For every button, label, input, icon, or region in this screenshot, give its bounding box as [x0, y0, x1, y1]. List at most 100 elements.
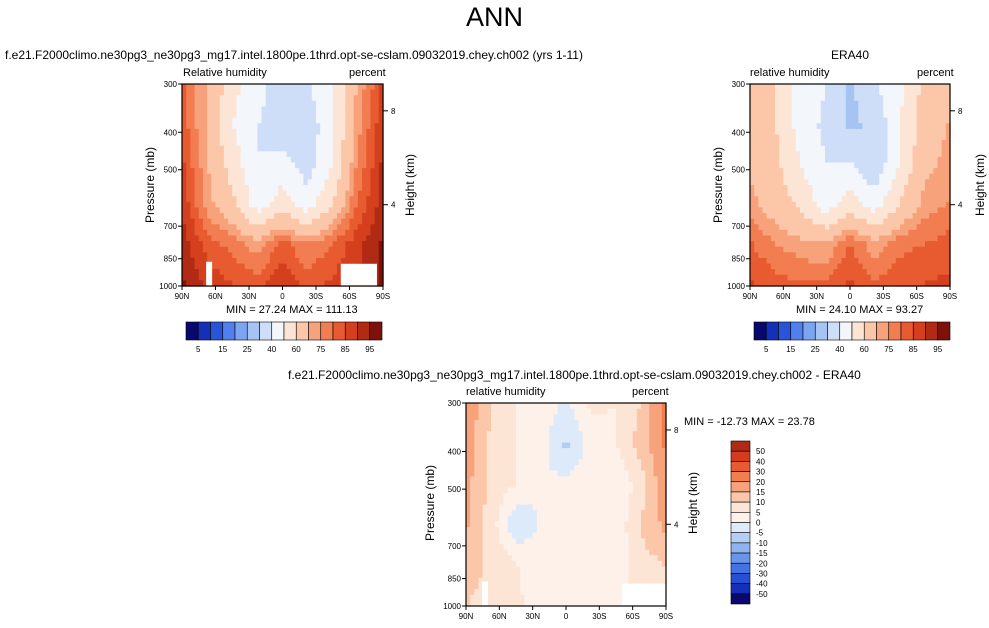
heatmap-cell	[750, 168, 755, 175]
xtick-label: 30N	[242, 292, 257, 301]
heatmap-cell	[766, 117, 772, 124]
heatmap-cell	[499, 459, 505, 466]
heatmap-cell	[941, 252, 947, 259]
heatmap-cell	[812, 263, 818, 270]
heatmap-cell	[295, 123, 300, 130]
heatmap-cell	[470, 431, 475, 438]
heatmap-cell	[202, 84, 208, 91]
heatmap-cell	[549, 487, 555, 494]
heatmap-cell	[775, 179, 780, 186]
heatmap-cell	[190, 196, 196, 203]
heatmap-cell	[478, 487, 484, 494]
heatmap-cell	[887, 100, 893, 108]
heatmap-cell	[528, 419, 534, 427]
heatmap-cell	[362, 229, 367, 237]
heatmap-cell	[632, 436, 638, 444]
heatmap-cell	[328, 84, 334, 91]
heatmap-cell	[474, 470, 480, 477]
heatmap-cell	[478, 555, 484, 562]
heatmap-cell	[524, 436, 530, 444]
heatmap-cell	[282, 151, 288, 158]
heatmap-cell	[900, 123, 905, 130]
heatmap-cell	[804, 218, 809, 225]
heatmap-cell	[925, 162, 930, 169]
heatmap-cell	[336, 185, 342, 192]
heatmap-cell	[779, 190, 784, 197]
heatmap-cell	[779, 179, 784, 186]
heatmap-cell	[211, 145, 217, 152]
heatmap-cell	[182, 173, 187, 180]
heatmap-cell	[236, 151, 242, 158]
heatmap-cell	[770, 100, 776, 108]
heatmap-cell	[520, 470, 525, 477]
heatmap-cell	[349, 162, 355, 169]
heatmap-cell	[870, 229, 876, 237]
heatmap-cell	[261, 173, 267, 180]
heatmap-cell	[482, 572, 488, 579]
heatmap-cell	[482, 436, 488, 444]
heatmap-cell	[249, 100, 254, 108]
heatmap-cell	[929, 235, 934, 242]
heatmap-cell	[779, 201, 784, 209]
heatmap-cell	[616, 408, 621, 415]
heatmap-cell	[582, 414, 588, 421]
heatmap-cell	[616, 532, 621, 539]
heatmap-cell	[762, 173, 768, 180]
heatmap-cell	[603, 481, 609, 489]
heatmap-cell	[754, 112, 759, 119]
heatmap-cell	[198, 190, 204, 197]
heatmap-cell	[870, 106, 876, 113]
heatmap-cell	[545, 470, 550, 477]
heatmap-cell	[900, 134, 905, 141]
heatmap-cell	[311, 196, 317, 203]
heatmap-cell	[549, 560, 555, 568]
heatmap-cell	[616, 538, 621, 545]
heatmap-cell	[607, 498, 613, 506]
heatmap-cell	[762, 84, 768, 91]
heatmap-cell	[845, 196, 851, 203]
heatmap-cell	[916, 151, 922, 158]
heatmap-cell	[833, 224, 839, 231]
heatmap-cell	[875, 156, 880, 164]
heatmap-cell	[908, 246, 914, 253]
heatmap-cell	[624, 555, 630, 562]
heatmap-cell	[332, 145, 338, 152]
heatmap-cell	[240, 280, 246, 287]
heatmap-cell	[783, 201, 789, 209]
heatmap-cell	[194, 100, 200, 108]
heatmap-cell	[875, 95, 880, 102]
heatmap-cell	[299, 156, 305, 164]
heatmap-cell	[570, 532, 575, 539]
heatmap-cell	[574, 538, 580, 545]
heatmap-cell	[536, 414, 542, 421]
heatmap-cell	[545, 436, 550, 444]
heatmap-cell	[787, 213, 793, 220]
heatmap-cell	[804, 179, 809, 186]
heatmap-cell	[933, 123, 939, 130]
heatmap-cell	[879, 106, 884, 113]
heatmap-cell	[353, 196, 359, 203]
heatmap-cell	[295, 246, 300, 253]
heatmap-cell	[232, 123, 238, 130]
heatmap-cell	[582, 549, 588, 556]
heatmap-cell	[516, 459, 521, 466]
heatmap-cell	[900, 84, 905, 91]
heatmap-cell	[641, 481, 646, 489]
heatmap-cell	[775, 100, 780, 108]
heatmap-cell	[320, 213, 325, 220]
heatmap-cell	[837, 263, 843, 270]
heatmap-cell	[636, 431, 642, 438]
heatmap-cell	[378, 84, 384, 91]
heatmap-cell	[491, 425, 496, 432]
heatmap-cell	[328, 257, 334, 265]
heatmap-cell	[370, 95, 376, 102]
heatmap-cell	[307, 95, 313, 102]
heatmap-cell	[253, 106, 258, 113]
heatmap-cell	[912, 280, 918, 287]
heatmap-cell	[274, 168, 279, 175]
heatmap-cell	[933, 263, 939, 270]
heatmap-cell	[754, 162, 759, 169]
heatmap-cell	[198, 257, 204, 265]
heatmap-cell	[945, 274, 951, 281]
heatmap-cell	[904, 140, 909, 147]
